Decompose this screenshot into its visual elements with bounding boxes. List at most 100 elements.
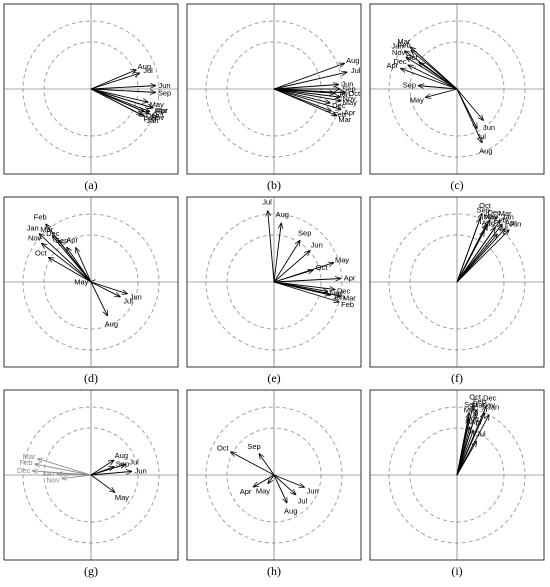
panel-caption: (e) xyxy=(267,371,280,385)
vector-arrow-aug xyxy=(273,223,281,283)
month-label-aug: Aug xyxy=(138,62,151,71)
month-label-nov: Nov xyxy=(151,113,165,122)
month-label-aug: Aug xyxy=(105,319,118,328)
month-label-sep: Sep xyxy=(464,400,477,409)
vector-arrow-aug xyxy=(273,474,287,503)
panel-caption: (b) xyxy=(267,178,281,192)
vector-arrow-feb xyxy=(456,227,495,283)
month-label-dec: Dec xyxy=(46,229,60,238)
vector-arrow-nov xyxy=(273,88,340,97)
month-label-jun: Jun xyxy=(135,466,147,475)
month-label-dec: Dec xyxy=(393,57,407,66)
month-label-apr: Apr xyxy=(344,274,356,283)
month-label-jul: Jul xyxy=(123,297,133,306)
vector-arrow-sep xyxy=(90,88,156,92)
month-label-mar: Mar xyxy=(397,37,410,46)
month-label-feb: Feb xyxy=(34,213,47,222)
month-label-nov: Nov xyxy=(342,94,356,103)
vector-arrow-nov xyxy=(406,57,458,90)
vector-arrow-may xyxy=(90,88,148,102)
vector-arrow-oct xyxy=(419,62,458,90)
month-label-dec: Dec xyxy=(487,208,501,217)
month-label-jul: Jul xyxy=(143,66,153,75)
vector-arrow-jul xyxy=(90,73,140,90)
vector-arrow-jul xyxy=(273,474,296,495)
vector-arrow-apr xyxy=(76,248,92,283)
vector-arrow-jul xyxy=(268,211,275,283)
vector-arrow-jun xyxy=(273,84,338,90)
month-label-nov: Nov xyxy=(485,213,499,222)
month-label-apr: Apr xyxy=(66,235,78,244)
month-label-aug: Aug xyxy=(284,507,297,516)
month-label-aug: Aug xyxy=(479,146,492,155)
month-label-jan: Jan xyxy=(487,403,499,412)
month-label-nov: Nov xyxy=(46,475,60,484)
month-label-jun: Jun xyxy=(307,486,319,495)
month-label-feb: Feb xyxy=(143,115,156,124)
vector-arrow-feb xyxy=(411,51,458,90)
vector-arrow-sep xyxy=(418,86,458,90)
month-label-nov: Nov xyxy=(28,234,42,243)
vector-arrow-apr xyxy=(401,69,458,90)
month-label-oct: Oct xyxy=(152,110,165,119)
vector-arrow-mar xyxy=(38,459,92,476)
vector-arrow-nov xyxy=(456,413,485,476)
month-label-oct: Oct xyxy=(316,263,329,272)
vector-arrow-dec xyxy=(273,88,330,103)
vector-arrow-aug xyxy=(90,70,136,90)
vector-arrow-apr xyxy=(253,474,275,487)
vector-arrow-aug xyxy=(273,63,344,90)
vector-arrow-aug xyxy=(456,88,482,143)
month-label-jul: Jul xyxy=(476,132,486,141)
month-label-apr: Apr xyxy=(471,418,483,427)
month-label-jun: Jun xyxy=(483,123,495,132)
vector-arrow-jun xyxy=(90,471,132,476)
month-label-may: May xyxy=(74,278,88,287)
month-label-apr: Apr xyxy=(240,487,252,496)
month-label-jul: Jul xyxy=(129,458,139,467)
month-label-jan: Jan xyxy=(27,223,39,232)
month-label-mar: Mar xyxy=(472,400,485,409)
vector-arrow-jan xyxy=(57,474,92,475)
vector-arrow-oct xyxy=(273,270,313,283)
month-label-apr: Apr xyxy=(386,61,398,70)
panel-caption: (h) xyxy=(267,564,281,578)
vector-arrow-sep xyxy=(67,247,92,283)
vector-arrow-feb xyxy=(273,281,339,302)
month-label-jan: Jan xyxy=(338,90,350,99)
month-label-dec: Dec xyxy=(17,466,31,475)
vector-arrow-jan xyxy=(39,234,92,283)
month-label-nov: Nov xyxy=(392,48,406,57)
month-label-may: May xyxy=(464,405,478,414)
vector-arrow-oct xyxy=(49,258,92,283)
month-label-apr: Apr xyxy=(156,106,168,115)
month-label-oct: Oct xyxy=(35,249,48,258)
month-label-dec: Dec xyxy=(483,394,497,403)
month-label-mar: Mar xyxy=(499,209,512,218)
month-label-mar: Mar xyxy=(338,115,351,124)
vector-arrow-dec xyxy=(408,65,458,90)
vector-arrow-jul xyxy=(456,441,476,476)
month-label-jan: Jan xyxy=(42,469,54,478)
month-label-aug: Aug xyxy=(346,56,359,65)
month-label-apr: Apr xyxy=(505,218,517,227)
month-label-may: May xyxy=(483,212,497,221)
vector-arrow-jun xyxy=(456,230,509,283)
month-label-jul: Jul xyxy=(298,496,308,505)
vector-arrow-feb xyxy=(90,88,142,115)
month-label-oct: Oct xyxy=(469,392,482,401)
month-label-sep: Sep xyxy=(342,85,355,94)
vector-arrow-jul xyxy=(90,281,120,297)
vector-arrow-aug xyxy=(90,281,107,316)
vector-arrow-may xyxy=(273,88,341,101)
panel-caption: (d) xyxy=(84,371,98,385)
vector-arrow-jun xyxy=(90,281,127,294)
vector-arrow-jun xyxy=(273,474,304,487)
